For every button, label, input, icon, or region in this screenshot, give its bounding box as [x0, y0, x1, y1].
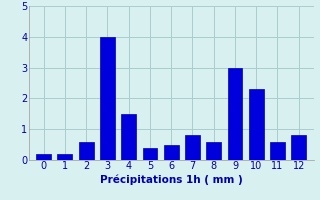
Bar — [270, 142, 285, 160]
Bar — [228, 68, 243, 160]
X-axis label: Précipitations 1h ( mm ): Précipitations 1h ( mm ) — [100, 174, 243, 185]
Bar — [121, 114, 136, 160]
Bar — [185, 135, 200, 160]
Bar — [206, 142, 221, 160]
Bar — [164, 145, 179, 160]
Bar — [58, 154, 72, 160]
Bar — [79, 142, 94, 160]
Bar — [142, 148, 157, 160]
Bar — [249, 89, 264, 160]
Bar — [100, 37, 115, 160]
Bar — [36, 154, 51, 160]
Bar — [291, 135, 306, 160]
